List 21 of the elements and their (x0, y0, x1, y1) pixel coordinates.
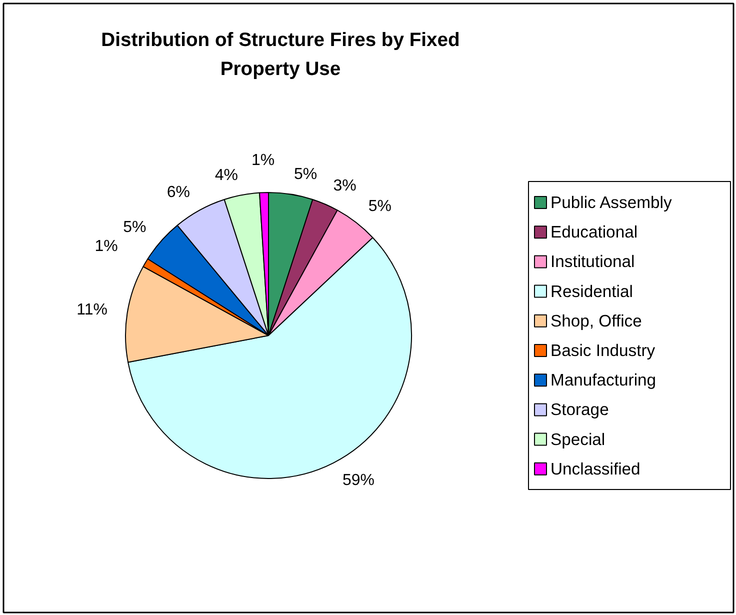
data-label: 59% (342, 472, 375, 490)
legend-label: Manufacturing (550, 370, 656, 390)
chart-title: Distribution of Structure Fires by Fixed Property Use (101, 30, 460, 80)
legend-label: Basic Industry (550, 341, 656, 360)
data-label: 5% (123, 219, 146, 236)
data-label: 4% (214, 166, 238, 184)
data-label: 5% (368, 198, 392, 216)
legend-label: Public Assembly (550, 193, 672, 212)
data-label: 6% (166, 184, 190, 202)
legend-label: Institutional (550, 252, 635, 272)
data-label: 1% (251, 152, 275, 170)
legend-label: Shop, Office (550, 311, 642, 330)
legend-label: Storage (550, 400, 609, 420)
data-label: 1% (94, 238, 118, 255)
legend-label: Special (550, 430, 606, 449)
data-label: 5% (294, 166, 318, 184)
legend-label: Educational (550, 222, 638, 242)
legend-label: Unclassified (550, 459, 640, 478)
data-label: 11% (76, 302, 108, 318)
data-label: 3% (333, 177, 356, 194)
legend-label: Residential (550, 282, 633, 301)
